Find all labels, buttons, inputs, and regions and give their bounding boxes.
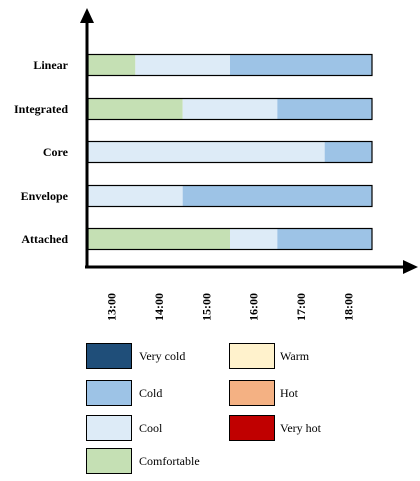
legend-swatch-warm: [229, 343, 275, 369]
legend-swatch-cold: [86, 380, 132, 406]
x-tick-label-1800: 18:00: [341, 293, 355, 320]
legend-label-warm: Warm: [280, 349, 310, 363]
bar-outline-linear: [87, 53, 373, 77]
bar-outline-integrated: [87, 97, 373, 121]
bar-segment-integrated-1: [88, 98, 183, 120]
x-tick-label-1400: 14:00: [152, 293, 166, 320]
bar-segment-integrated-2: [182, 98, 278, 120]
bar-outline-core: [87, 140, 373, 164]
bar-segment-linear-3: [230, 54, 372, 76]
bar-segment-envelope-1: [88, 185, 183, 207]
x-tick-label-1700: 17:00: [294, 293, 308, 320]
legend-swatch-very-hot: [229, 415, 275, 441]
category-label-integrated: Integrated: [14, 102, 68, 116]
bar-segment-core-1: [88, 141, 325, 163]
x-tick-label-1600: 16:00: [247, 293, 261, 320]
category-label-attached: Attached: [21, 232, 68, 246]
bar-segment-envelope-2: [182, 185, 372, 207]
legend-label-comfortable: Comfortable: [139, 454, 200, 468]
legend-label-very-cold: Very cold: [139, 349, 186, 363]
bar-segment-attached-2: [230, 228, 278, 250]
bars-layer: [87, 53, 373, 251]
chart-plot-area: Linear Integrated Core Envelope Attached 13:…: [14, 8, 418, 320]
bar-segment-attached-1: [88, 228, 230, 250]
legend-label-very-hot: Very hot: [280, 421, 321, 435]
category-labels: Linear Integrated Core Envelope Attached: [14, 58, 69, 246]
bar-segment-core-2: [324, 141, 372, 163]
category-label-linear: Linear: [33, 58, 68, 72]
legend-label-cool: Cool: [139, 421, 163, 435]
legend-label-hot: Hot: [280, 386, 298, 400]
bar-segment-attached-3: [277, 228, 372, 250]
bar-segment-linear-1: [88, 54, 136, 76]
bar-segment-integrated-3: [277, 98, 372, 120]
bar-segment-linear-2: [135, 54, 230, 76]
x-axis-arrowhead: [403, 260, 418, 274]
x-tick-label-1500: 15:00: [199, 293, 213, 320]
legend-label-cold: Cold: [139, 386, 163, 400]
legend-swatch-hot: [229, 380, 275, 406]
y-axis-arrowhead: [80, 8, 94, 23]
bar-outline-attached: [87, 227, 373, 251]
category-label-envelope: Envelope: [21, 189, 69, 203]
bar-outline-envelope: [87, 184, 373, 208]
legend-swatch-cool: [86, 415, 132, 441]
category-label-core: Core: [43, 145, 69, 159]
x-tick-labels: 13:00 14:00 15:00 16:00 17:00 18:00: [105, 293, 356, 320]
legend-swatch-comfortable: [86, 448, 132, 474]
legend-swatch-very-cold: [86, 343, 132, 369]
x-tick-label-1300: 13:00: [105, 293, 119, 320]
